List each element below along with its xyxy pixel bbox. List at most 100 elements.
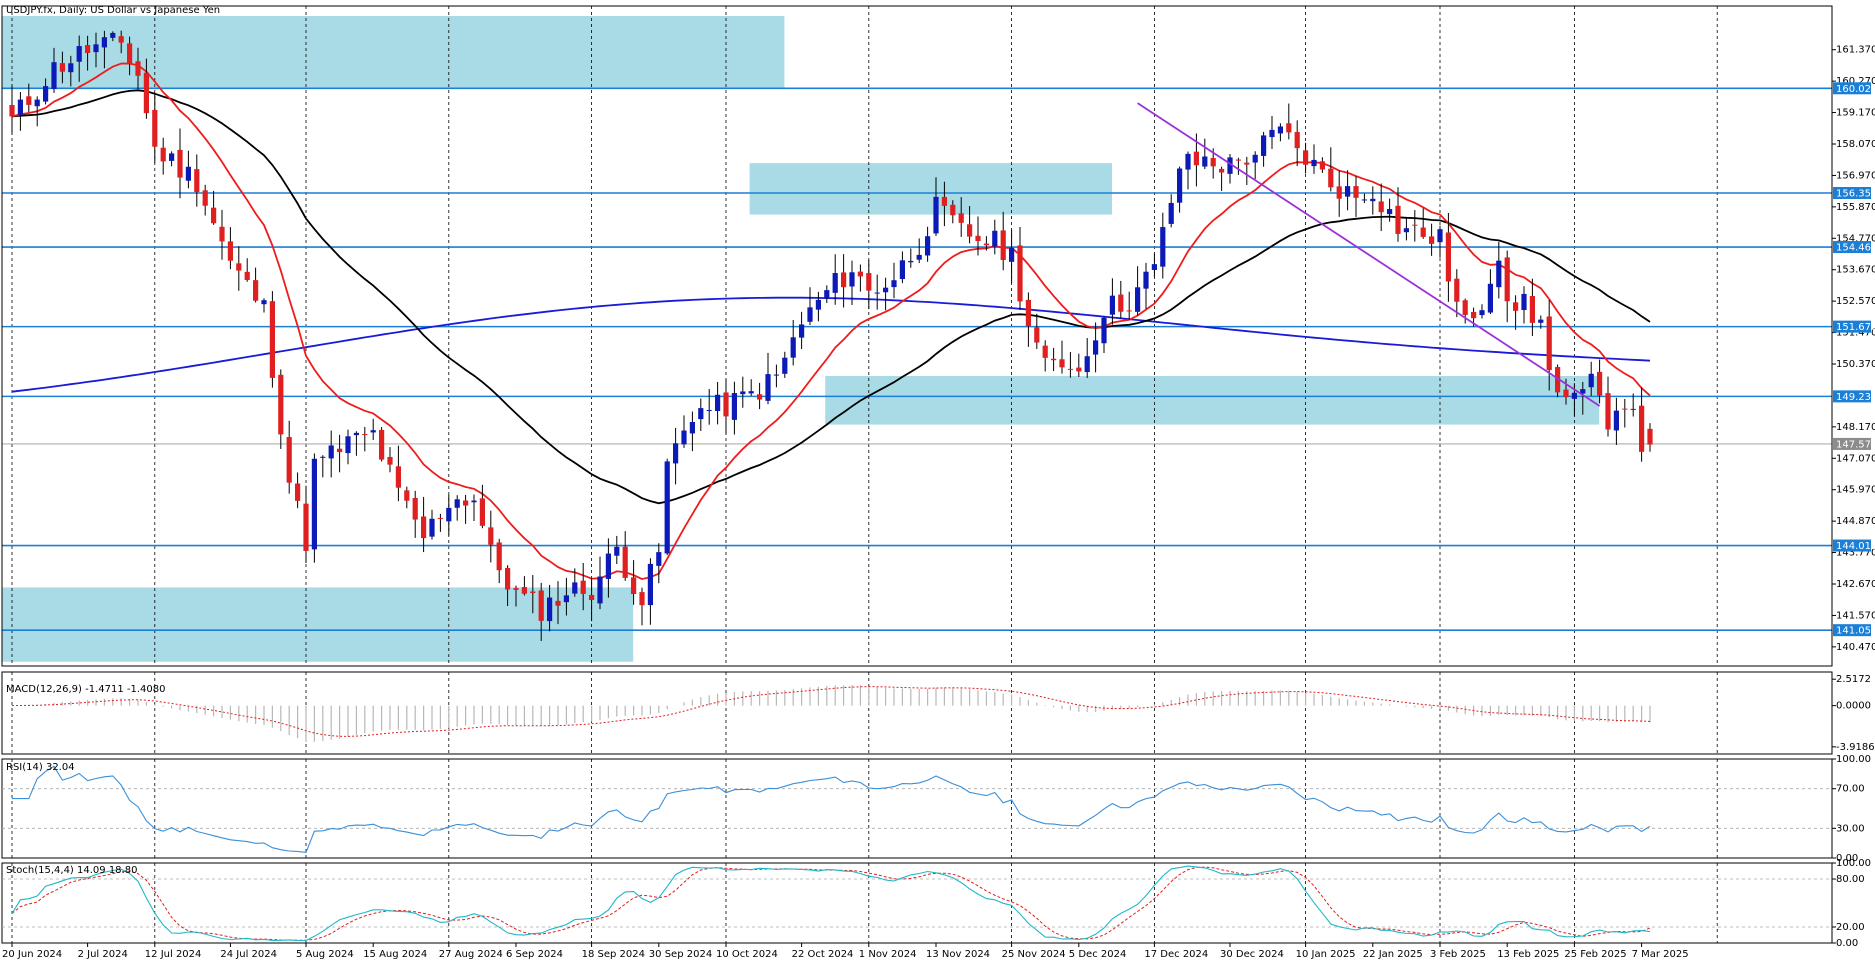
candle-body-33 — [286, 437, 292, 483]
candle-body-100 — [849, 272, 855, 287]
time-tick-label: 27 Aug 2024 — [439, 949, 503, 960]
candle-body-97 — [824, 290, 830, 298]
candle-body-158 — [1336, 186, 1342, 199]
candle-body-132 — [1118, 294, 1124, 312]
candle-body-119 — [1009, 247, 1015, 262]
candle-body-112 — [950, 204, 956, 216]
candle-body-140 — [1185, 153, 1191, 170]
candle-body-179 — [1513, 302, 1519, 311]
candle-body-24 — [211, 207, 217, 224]
candle-body-107 — [908, 260, 914, 263]
candle-body-58 — [496, 542, 502, 571]
candle-body-64 — [547, 597, 553, 622]
candle-body-156 — [1319, 161, 1325, 170]
candle-body-11 — [101, 37, 107, 48]
candle-body-161 — [1361, 199, 1367, 201]
candle-body-124 — [1051, 358, 1057, 361]
candle-body-183 — [1546, 316, 1552, 371]
candle-body-13 — [118, 36, 124, 43]
candle-body-14 — [127, 43, 133, 65]
candle-body-180 — [1521, 293, 1527, 310]
candle-body-99 — [841, 272, 847, 288]
candle-body-59 — [505, 567, 511, 590]
level-tag-0: 160.020 — [1836, 84, 1875, 95]
macd-tick-label: 2.5172 — [1836, 674, 1871, 685]
candle-body-70 — [597, 576, 603, 604]
candle-body-15 — [135, 61, 141, 76]
pane-frame-1 — [1, 671, 1833, 755]
level-tag-2-bg — [1833, 241, 1871, 254]
candle-body-16 — [143, 72, 149, 114]
level-tag-5: 144.016 — [1836, 541, 1875, 552]
candle-body-101 — [857, 271, 863, 277]
candle-body-29 — [253, 280, 259, 301]
ma-mid-line — [11, 89, 1651, 505]
rsi-title: RSI(14) 32.04 — [6, 762, 75, 773]
candle-body-114 — [967, 224, 973, 237]
candle-body-98 — [832, 273, 838, 293]
candle-body-2 — [26, 96, 32, 105]
candle-body-106 — [899, 260, 905, 280]
candle-body-68 — [580, 580, 586, 594]
time-tick-label: 10 Jan 2025 — [1296, 949, 1356, 960]
zone-2 — [825, 376, 1600, 425]
time-tick-label: 5 Dec 2024 — [1069, 949, 1127, 960]
candle-body-49 — [421, 516, 427, 539]
zone-1 — [749, 163, 1112, 215]
candle-body-155 — [1311, 159, 1317, 167]
rsi-tick-label: 100.00 — [1836, 754, 1871, 765]
candle-body-21 — [185, 166, 191, 181]
rsi-tick-label: 0.00 — [1836, 853, 1858, 864]
grid-layer — [11, 6, 1718, 943]
price-tick-label: 160.270 — [1836, 76, 1875, 87]
resistance-trendline[interactable] — [1137, 102, 1601, 407]
candle-body-181 — [1529, 296, 1535, 323]
candle-body-45 — [387, 456, 393, 465]
candle-body-144 — [1219, 168, 1225, 173]
level-tag-0-bg — [1833, 82, 1871, 95]
candle-body-122 — [1034, 327, 1040, 343]
price-axis: 161.370 160.270 159.170 158.070 156.970 155.8… — [1832, 45, 1875, 653]
candle-body-91 — [773, 374, 779, 376]
candle-body-6 — [59, 63, 65, 72]
candle-body-78 — [664, 461, 670, 554]
price-tick-label: 155.870 — [1836, 202, 1875, 213]
ma-fast-line — [11, 62, 1651, 581]
time-tick-label: 7 Mar 2025 — [1632, 949, 1689, 960]
candle-body-176 — [1487, 283, 1493, 313]
time-tick-label: 17 Dec 2024 — [1144, 949, 1208, 960]
candle-body-81 — [689, 421, 695, 434]
rsi-tick-label: 30.00 — [1836, 823, 1865, 834]
candle-body-160 — [1353, 186, 1359, 198]
candle-body-130 — [1101, 317, 1107, 344]
candle-body-12 — [110, 32, 116, 38]
time-tick-label: 22 Jan 2025 — [1363, 949, 1423, 960]
candle-body-111 — [941, 196, 947, 206]
candle-body-30 — [261, 300, 267, 305]
level-tag-5-bg — [1833, 539, 1871, 552]
candle-body-69 — [589, 594, 595, 601]
candle-body-1 — [17, 99, 23, 115]
candle-body-77 — [656, 552, 662, 566]
candle-body-136 — [1151, 264, 1157, 270]
stoch-pane: 100.00 80.00 20.00 0.00 — [2, 858, 1871, 949]
candle-body-54 — [463, 500, 469, 506]
candle-body-80 — [681, 430, 687, 445]
candle-body-143 — [1210, 158, 1216, 167]
candle-body-128 — [1084, 356, 1090, 373]
level-tag-1-bg — [1833, 187, 1871, 199]
candle-body-61 — [521, 587, 527, 594]
time-tick-label: 2 Jul 2024 — [78, 949, 128, 960]
candle-body-178 — [1504, 257, 1510, 302]
candle-body-153 — [1294, 132, 1300, 149]
candle-body-9 — [85, 45, 91, 54]
candle-body-186 — [1571, 392, 1577, 399]
candle-body-44 — [379, 429, 385, 460]
candle-body-167 — [1412, 224, 1418, 226]
candle-body-48 — [412, 498, 418, 520]
candle-body-4 — [43, 86, 49, 102]
time-axis: 20 Jun 2024 2 Jul 2024 12 Jul 2024 24 Jul 2… — [2, 943, 1689, 960]
price-tick-label: 158.070 — [1836, 139, 1875, 150]
level-tag-6: 141.054 — [1836, 626, 1875, 637]
